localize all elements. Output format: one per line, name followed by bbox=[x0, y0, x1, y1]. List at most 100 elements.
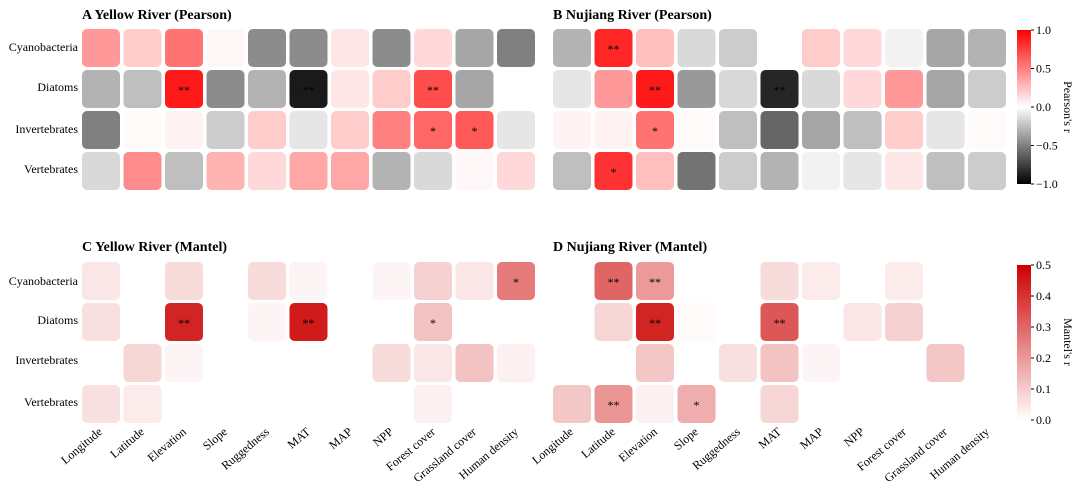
heatmap-cell-cyanobacteria-ruggedness bbox=[248, 262, 286, 300]
heatmap-cell-diatoms-ruggedness bbox=[248, 303, 286, 341]
panel-c-title: C Yellow River (Mantel) bbox=[82, 240, 227, 255]
significance-marker: * bbox=[472, 124, 478, 138]
heatmap-cell-invertebrates-ruggedness bbox=[248, 111, 286, 149]
heatmap-cell-diatoms-mat bbox=[760, 303, 799, 341]
heatmap-cell-cyanobacteria-forest-cover bbox=[885, 29, 923, 67]
heatmap-cell-cyanobacteria-npp bbox=[372, 262, 411, 300]
heatmap-cell-invertebrates-slope bbox=[206, 111, 245, 149]
col-label-right-npp: NPP bbox=[841, 424, 867, 449]
significance-marker: ** bbox=[178, 316, 190, 330]
heatmap-cell-diatoms-longitude bbox=[82, 70, 120, 108]
heatmap-cell-cyanobacteria-human-density bbox=[968, 29, 1006, 67]
significance-marker: ** bbox=[178, 83, 190, 97]
heatmap-cell-cyanobacteria-grassland-cover bbox=[926, 29, 965, 67]
heatmap-cell-diatoms-human-density bbox=[968, 70, 1006, 108]
heatmap-cell-invertebrates-npp bbox=[372, 111, 411, 149]
col-label-left-latitude: Latitude bbox=[107, 425, 147, 461]
heatmap-cell-cyanobacteria-slope bbox=[677, 29, 716, 67]
heatmap-cell-cyanobacteria-grassland-cover bbox=[455, 262, 494, 300]
heatmap-cell-cyanobacteria-map bbox=[802, 29, 840, 67]
heatmap-cell-cyanobacteria-longitude bbox=[553, 29, 591, 67]
heatmap-cell-invertebrates-grassland-cover bbox=[926, 111, 965, 149]
heatmap-cell-invertebrates-grassland-cover bbox=[455, 344, 494, 382]
pearson-tick-label: 0.5 bbox=[1036, 62, 1051, 76]
heatmap-cell-diatoms-elevation bbox=[165, 70, 203, 108]
heatmap-cell-vertebrates-map bbox=[802, 152, 840, 190]
pearson-colorbar-title: Pearson's r bbox=[1061, 81, 1075, 133]
heatmap-cell-vertebrates-longitude bbox=[82, 385, 120, 423]
heatmap-cell-cyanobacteria-latitude bbox=[594, 29, 633, 67]
heatmap-cell-invertebrates-human-density bbox=[497, 344, 535, 382]
heatmap-panel-a: ** ** *** * bbox=[82, 29, 535, 190]
heatmap-cell-invertebrates-mat bbox=[289, 111, 328, 149]
heatmap-cell-invertebrates-longitude bbox=[82, 111, 120, 149]
significance-marker: * bbox=[652, 124, 658, 138]
heatmap-cell-diatoms-mat bbox=[289, 303, 328, 341]
heatmap-cell-cyanobacteria-grassland-cover bbox=[455, 29, 494, 67]
heatmap-cell-invertebrates-grassland-cover bbox=[926, 344, 965, 382]
significance-marker: ** bbox=[608, 42, 620, 56]
heatmap-cell-invertebrates-slope bbox=[677, 111, 716, 149]
heatmap-cell-vertebrates-map bbox=[331, 152, 369, 190]
heatmap-cell-invertebrates-latitude bbox=[123, 344, 162, 382]
heatmap-cell-vertebrates-mat bbox=[760, 152, 799, 190]
heatmap-cell-cyanobacteria-human-density bbox=[497, 262, 535, 300]
row-label-bottom-invertebrates: Invertebrates bbox=[15, 353, 78, 367]
significance-marker: * bbox=[611, 165, 617, 179]
heatmap-cell-cyanobacteria-npp bbox=[843, 29, 882, 67]
row-label-top-cyanobacteria: Cyanobacteria bbox=[9, 40, 79, 54]
row-label-bottom-diatoms: Diatoms bbox=[37, 313, 78, 327]
panel-a-title: A Yellow River (Pearson) bbox=[82, 8, 232, 23]
heatmap-cell-vertebrates-latitude bbox=[594, 385, 633, 423]
heatmap-cell-vertebrates-slope bbox=[677, 385, 716, 423]
heatmap-cell-invertebrates-mat bbox=[760, 344, 799, 382]
heatmap-cell-invertebrates-elevation bbox=[165, 344, 203, 382]
significance-marker: ** bbox=[608, 398, 620, 412]
heatmap-cell-diatoms-npp bbox=[843, 303, 882, 341]
significance-marker: ** bbox=[303, 316, 315, 330]
heatmap-cell-cyanobacteria-elevation bbox=[636, 29, 674, 67]
heatmap-cell-invertebrates-grassland-cover bbox=[455, 111, 494, 149]
significance-marker: ** bbox=[774, 83, 786, 97]
heatmap-cell-cyanobacteria-ruggedness bbox=[248, 29, 286, 67]
significance-marker: ** bbox=[427, 83, 439, 97]
heatmap-cell-vertebrates-npp bbox=[843, 152, 882, 190]
heatmap-cell-diatoms-ruggedness bbox=[248, 70, 286, 108]
heatmap-cell-vertebrates-npp bbox=[372, 152, 411, 190]
significance-marker: * bbox=[694, 398, 700, 412]
heatmap-cell-cyanobacteria-ruggedness bbox=[719, 29, 757, 67]
mantel-colorbar-gradient bbox=[1017, 265, 1031, 420]
heatmap-cell-diatoms-latitude bbox=[123, 70, 162, 108]
heatmap-cell-cyanobacteria-map bbox=[331, 29, 369, 67]
heatmap-cell-invertebrates-mat bbox=[760, 111, 799, 149]
significance-marker: * bbox=[430, 316, 436, 330]
row-label-bottom-cyanobacteria: Cyanobacteria bbox=[9, 274, 79, 288]
heatmap-cell-vertebrates-latitude bbox=[123, 385, 162, 423]
col-label-left-elevation: Elevation bbox=[145, 425, 189, 465]
heatmap-cell-diatoms-mat bbox=[760, 70, 799, 108]
heatmap-cell-vertebrates-latitude bbox=[123, 152, 162, 190]
heatmap-cells: ** ** *** ***** ******* ** *** **** **** * bbox=[82, 29, 1006, 423]
significance-marker: * bbox=[513, 275, 519, 289]
heatmap-cell-invertebrates-forest-cover bbox=[885, 111, 923, 149]
heatmap-cell-diatoms-map bbox=[802, 70, 840, 108]
heatmap-cell-vertebrates-grassland-cover bbox=[455, 152, 494, 190]
heatmap-cell-cyanobacteria-slope bbox=[206, 29, 245, 67]
heatmap-cell-invertebrates-elevation bbox=[636, 344, 674, 382]
heatmap-cell-invertebrates-forest-cover bbox=[414, 111, 452, 149]
heatmap-cell-cyanobacteria-mat bbox=[289, 262, 328, 300]
heatmap-cell-vertebrates-forest-cover bbox=[414, 385, 452, 423]
significance-marker: ** bbox=[774, 316, 786, 330]
mantel-tick-label: 0.1 bbox=[1036, 382, 1051, 396]
heatmap-cell-vertebrates-slope bbox=[677, 152, 716, 190]
heatmap-cell-cyanobacteria-mat bbox=[289, 29, 328, 67]
mantel-tick-label: 0.0 bbox=[1036, 413, 1051, 427]
heatmap-cell-invertebrates-human-density bbox=[497, 111, 535, 149]
col-label-right-longitude: Longitude bbox=[529, 425, 576, 467]
heatmap-cell-vertebrates-slope bbox=[206, 152, 245, 190]
heatmap-cell-cyanobacteria-forest-cover bbox=[414, 262, 452, 300]
significance-marker: ** bbox=[608, 275, 620, 289]
heatmap-cell-invertebrates-ruggedness bbox=[719, 111, 757, 149]
col-label-right-slope: Slope bbox=[671, 425, 701, 453]
